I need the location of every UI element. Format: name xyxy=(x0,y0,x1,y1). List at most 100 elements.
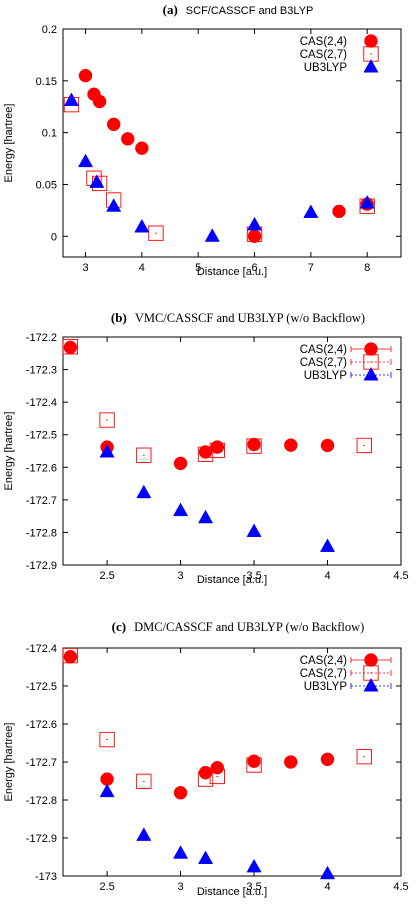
data-point xyxy=(173,786,188,800)
data-point xyxy=(106,198,122,212)
data-point xyxy=(99,412,115,428)
y-axis-label: Energy [hartree] xyxy=(3,104,15,183)
y-tick-label: -172.5 xyxy=(26,430,57,442)
x-tick-label: 2.5 xyxy=(99,881,114,893)
chart-panel-c: (c) DMC/CASSCF and UB3LYP (w/o Backflow) 2… xyxy=(3,619,409,898)
y-axis-label: Energy [hartree] xyxy=(3,723,15,802)
x-tick-label: 3.5 xyxy=(246,570,261,582)
data-point xyxy=(78,68,93,83)
data-point xyxy=(247,437,261,452)
legend-marker xyxy=(363,58,379,73)
x-tick-label: 4 xyxy=(139,262,145,274)
data-point xyxy=(246,858,262,873)
legend-marker xyxy=(364,34,378,48)
data-point xyxy=(136,773,152,790)
y-tick-label: -172.2 xyxy=(26,332,57,344)
y-tick-label: -172.8 xyxy=(26,795,57,807)
x-tick-label: 4 xyxy=(324,570,330,582)
x-axis-label: Distance [a.u.] xyxy=(197,574,267,586)
legend-label: UB3LYP xyxy=(304,681,348,693)
legend: CAS(2,4)CAS(2,7)UB3LYP xyxy=(300,34,379,74)
y-tick-label: -172.7 xyxy=(26,757,57,769)
data-point xyxy=(198,445,213,459)
data-point xyxy=(99,783,115,798)
data-point xyxy=(148,225,164,241)
legend-marker xyxy=(364,342,378,356)
data-point xyxy=(62,647,78,664)
x-tick-label: 4 xyxy=(324,881,330,893)
data-point xyxy=(62,339,78,355)
data-point xyxy=(92,94,107,109)
y-tick-label: -172.9 xyxy=(26,833,57,845)
series-2 xyxy=(63,92,375,242)
data-point xyxy=(99,443,115,458)
x-axis-label: Distance [a.u.] xyxy=(197,266,267,278)
series-2 xyxy=(99,783,336,880)
legend: CAS(2,4)CAS(2,7)UB3LYP xyxy=(300,653,392,693)
data-point xyxy=(246,757,262,773)
data-point xyxy=(284,755,298,769)
y-tick-label: -172.8 xyxy=(26,527,57,539)
legend-label: CAS(2,7) xyxy=(300,668,347,680)
title-text: VMC/CASSCF and UB3LYP (w/o Backflow) xyxy=(135,311,365,325)
x-tick-label: 3 xyxy=(178,881,184,893)
data-point xyxy=(136,827,152,841)
series-2 xyxy=(99,443,336,552)
data-point xyxy=(63,340,78,355)
data-point xyxy=(210,760,225,775)
data-point xyxy=(320,438,335,453)
data-point xyxy=(204,228,220,242)
data-point xyxy=(319,538,336,552)
series-1 xyxy=(62,339,372,463)
data-point xyxy=(246,438,262,454)
plot-frame xyxy=(62,647,402,877)
data-point xyxy=(63,649,78,664)
data-point xyxy=(197,509,214,524)
x-tick-label: 6 xyxy=(251,262,257,274)
legend-label: CAS(2,7) xyxy=(300,49,347,61)
data-point xyxy=(136,484,152,499)
legend-label: UB3LYP xyxy=(304,62,348,74)
data-point xyxy=(134,218,150,233)
y-tick-label: -172.6 xyxy=(26,719,57,731)
y-tick-label: 0.2 xyxy=(42,24,57,36)
x-axis-label: Distance [a.u.] xyxy=(197,886,267,898)
data-point xyxy=(135,141,149,155)
legend-marker xyxy=(363,677,379,692)
plot-frame xyxy=(62,28,402,258)
legend-label: CAS(2,4) xyxy=(300,36,347,48)
title-text: DMC/CASSCF and UB3LYP (w/o Backflow) xyxy=(134,620,364,634)
y-tick-label: -172.4 xyxy=(26,397,57,409)
panel-letter: (c) xyxy=(112,619,126,634)
data-point xyxy=(63,92,80,107)
data-point xyxy=(99,731,115,748)
x-tick-label: 2.5 xyxy=(99,570,114,582)
data-point xyxy=(356,437,372,454)
chart-title: (a) SCF/CASSCF and B3LYP xyxy=(163,2,314,17)
data-point xyxy=(332,204,346,219)
x-tick-label: 3.5 xyxy=(246,881,261,893)
series-1 xyxy=(62,647,372,790)
y-tick-label: -172.4 xyxy=(26,643,57,655)
chart-title: (b) VMC/CASSCF and UB3LYP (w/o Backflow) xyxy=(111,310,365,325)
panel-letter: (b) xyxy=(111,310,127,325)
plot-frame xyxy=(62,336,402,566)
data-point xyxy=(209,442,225,458)
y-tick-label: 0 xyxy=(51,231,57,243)
data-point xyxy=(284,438,298,452)
data-point xyxy=(136,447,152,463)
title-text: SCF/CASSCF and B3LYP xyxy=(186,5,314,17)
legend: CAS(2,4)CAS(2,7)UB3LYP xyxy=(300,342,392,382)
legend-label: CAS(2,4) xyxy=(300,344,347,356)
data-point xyxy=(173,456,188,471)
y-tick-label: -172.7 xyxy=(26,495,57,507)
data-point xyxy=(320,752,335,767)
chart-panel-b: (b) VMC/CASSCF and UB3LYP (w/o Backflow) 2… xyxy=(3,310,409,586)
data-point xyxy=(359,195,375,209)
data-point xyxy=(197,771,214,787)
y-tick-label: 0.05 xyxy=(36,179,57,191)
data-point xyxy=(89,174,105,188)
y-tick-label: -172.6 xyxy=(26,462,57,474)
data-point xyxy=(106,117,121,132)
